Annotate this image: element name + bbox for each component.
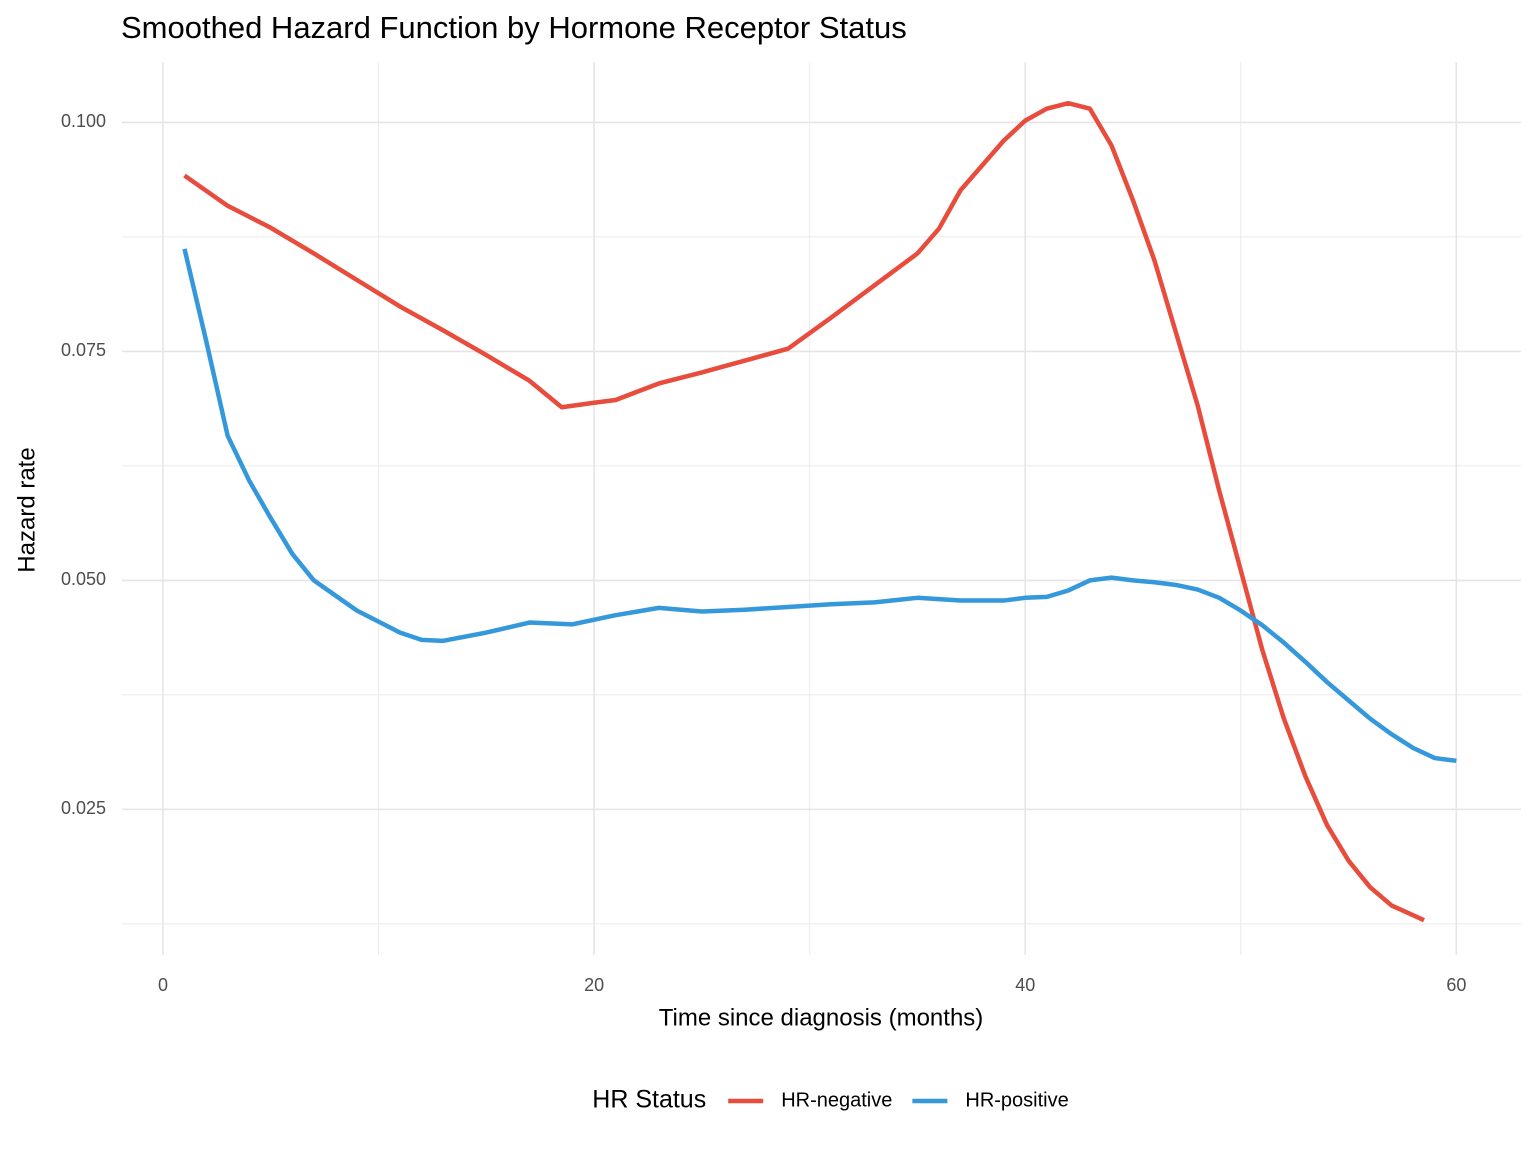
line: [182, 248, 1457, 764]
line: [183, 100, 1425, 923]
x-tick-label: 0: [158, 975, 168, 995]
legend-label: HR-positive: [965, 1089, 1068, 1111]
layer: 0 20 40 60 0.025 0.050 0.075 0.100 HR Status HR-n…: [61, 111, 1466, 1113]
layer: [182, 100, 1457, 923]
y-tick-label: 0.075: [61, 340, 106, 360]
y-tick-label: 0.025: [61, 798, 106, 818]
chart-title: Smoothed Hazard Function by Hormone Rece…: [121, 10, 907, 45]
legend-title: HR Status: [592, 1086, 706, 1114]
layer: [122, 62, 1521, 955]
y-tick-label: 0.050: [61, 569, 106, 589]
legend-label: HR-negative: [781, 1089, 892, 1111]
x-tick-label: 40: [1015, 975, 1035, 995]
y-axis-title: Hazard rate: [13, 447, 40, 572]
x-axis-title: Time since diagnosis (months): [659, 1004, 984, 1031]
y-tick-label: 0.100: [61, 111, 106, 131]
x-tick-label: 60: [1446, 975, 1466, 995]
x-tick-label: 20: [584, 975, 604, 995]
